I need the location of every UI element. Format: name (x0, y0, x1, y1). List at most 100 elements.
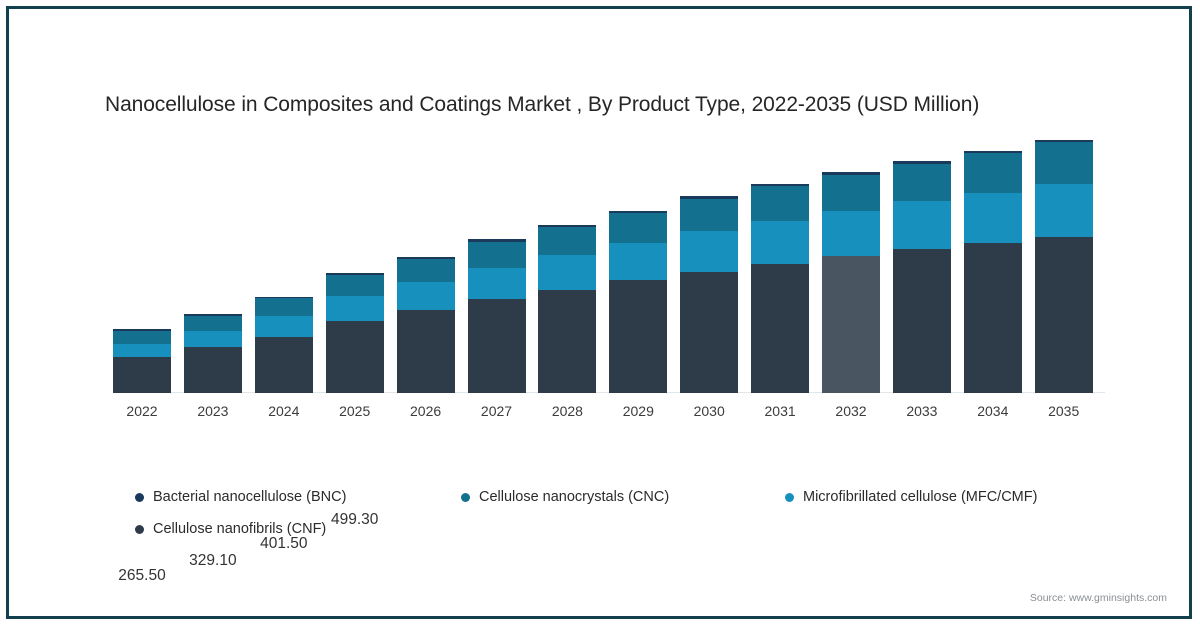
bar-segment[interactable] (396, 281, 455, 311)
x-axis-tick-label: 2023 (197, 403, 229, 419)
legend-item-cnc[interactable]: Cellulose nanocrystals (CNC) (461, 489, 669, 505)
bar-stack[interactable] (396, 257, 455, 393)
bar-segment[interactable] (892, 161, 951, 164)
bar-segment[interactable] (680, 196, 739, 199)
bar-segment[interactable] (254, 296, 313, 299)
bar-stack[interactable] (113, 329, 171, 393)
x-axis-tick-label: 2025 (339, 403, 371, 419)
bar-segment[interactable] (467, 239, 526, 242)
bar-segment[interactable] (467, 267, 526, 300)
bar-segment[interactable] (609, 242, 668, 281)
bar-segment[interactable] (254, 316, 313, 337)
bar-stack[interactable] (183, 314, 242, 393)
bar-segment[interactable] (751, 186, 810, 221)
bar-stack[interactable] (467, 239, 526, 393)
source-attribution: Source: www.gminsights.com (1029, 592, 1167, 604)
x-axis-tick-label: 2031 (764, 403, 796, 419)
legend-item-bnc[interactable]: Bacterial nanocellulose (BNC) (135, 489, 346, 505)
x-axis-tick-label: 2035 (1048, 403, 1080, 419)
bar-segment[interactable] (1034, 139, 1093, 143)
bar-segment[interactable] (1034, 184, 1093, 237)
plot-area: 265.50 329.10 401.50 499.30 (113, 129, 1105, 584)
bar-stack[interactable] (822, 172, 880, 393)
bar-segment[interactable] (538, 255, 597, 290)
bar-segment[interactable] (467, 299, 526, 393)
x-axis-tick-label: 2024 (268, 403, 300, 419)
bar-segment[interactable] (751, 263, 810, 393)
bar-segment[interactable] (325, 274, 384, 296)
x-axis-tick-label: 2028 (551, 403, 583, 419)
legend-swatch-cnc (461, 492, 470, 502)
bar-stack[interactable] (325, 273, 384, 393)
bar-segment[interactable] (113, 329, 171, 332)
bar-segment[interactable] (822, 174, 880, 211)
legend-swatch-cnf (135, 524, 144, 534)
bar-segment[interactable] (183, 314, 242, 316)
bar-segment[interactable] (467, 241, 526, 268)
bar-stack[interactable] (254, 296, 313, 393)
bar-segment[interactable] (963, 153, 1022, 193)
bar-stack[interactable] (892, 161, 951, 393)
x-axis-tick-label: 2027 (480, 403, 513, 419)
bar-stack[interactable] (609, 210, 668, 393)
bar-segment[interactable] (680, 271, 739, 393)
legend-swatch-mfc (785, 492, 794, 502)
legend-label-cnf: Cellulose nanofibrils (CNF) (153, 521, 327, 537)
bar-segment[interactable] (892, 249, 951, 393)
legend-row-1: Bacterial nanocellulose (BNC) Cellulose … (113, 489, 1113, 521)
bar-stack[interactable] (1034, 139, 1093, 393)
legend-label-mfc: Microfibrillated cellulose (MFC/CMF) (803, 489, 1038, 505)
bar-segment[interactable] (113, 357, 171, 393)
x-axis-tick-label: 2029 (622, 403, 654, 419)
bar-segment[interactable] (113, 331, 171, 344)
x-axis-tick-label: 2032 (835, 403, 867, 419)
chart-frame: Nanocellulose in Composites and Coatings… (6, 6, 1192, 619)
bar-stack[interactable] (963, 150, 1022, 393)
legend-item-cnf[interactable]: Cellulose nanofibrils (CNF) (135, 521, 326, 537)
bar-segment[interactable] (183, 330, 242, 348)
bar-segment[interactable] (822, 256, 880, 393)
bar-value-label: 401.50 (260, 534, 308, 552)
legend-row-2: Cellulose nanofibrils (CNF) (113, 521, 1113, 553)
bar-segment[interactable] (892, 163, 951, 202)
page-title: Nanocellulose in Composites and Coatings… (105, 93, 980, 116)
bar-segment[interactable] (751, 183, 810, 187)
bar-segment[interactable] (1034, 237, 1093, 393)
bar-segment[interactable] (396, 259, 455, 282)
legend-label-cnc: Cellulose nanocrystals (CNC) (479, 489, 670, 505)
bar-segment[interactable] (892, 201, 951, 250)
bar-segment[interactable] (751, 220, 810, 264)
bar-segment[interactable] (396, 257, 455, 260)
bar-stack[interactable] (751, 183, 810, 393)
bar-segment[interactable] (113, 343, 171, 357)
bar-segment[interactable] (254, 298, 313, 317)
bar-segment[interactable] (396, 310, 455, 393)
bar-segment[interactable] (963, 150, 1022, 154)
bar-segment[interactable] (183, 315, 242, 331)
bar-segment[interactable] (538, 226, 597, 256)
bar-value-label: 265.50 (118, 567, 166, 585)
bar-segment[interactable] (822, 172, 880, 175)
bar-segment[interactable] (822, 210, 880, 257)
bar-segment[interactable] (609, 210, 668, 213)
legend-item-mfc[interactable]: Microfibrillated cellulose (MFC/CMF) (785, 489, 1037, 505)
bar-stack[interactable] (680, 196, 739, 393)
bar-segment[interactable] (963, 243, 1022, 393)
x-axis-tick-label: 2033 (906, 403, 938, 419)
bar-segment[interactable] (1034, 142, 1093, 185)
bar-stack[interactable] (538, 225, 597, 393)
bar-segment[interactable] (325, 295, 384, 321)
bar-segment[interactable] (963, 192, 1022, 243)
chart-legend: Bacterial nanocellulose (BNC) Cellulose … (113, 489, 1113, 553)
x-axis-tick-label: 2034 (977, 403, 1009, 419)
bar-segment[interactable] (254, 336, 313, 393)
bar-segment[interactable] (183, 347, 242, 393)
bar-segment[interactable] (325, 321, 384, 393)
bar-segment[interactable] (680, 198, 739, 232)
bar-segment[interactable] (609, 280, 668, 393)
bar-segment[interactable] (538, 225, 597, 227)
bar-segment[interactable] (680, 231, 739, 272)
bar-segment[interactable] (538, 289, 597, 393)
bar-segment[interactable] (325, 273, 384, 275)
bar-segment[interactable] (609, 212, 668, 243)
